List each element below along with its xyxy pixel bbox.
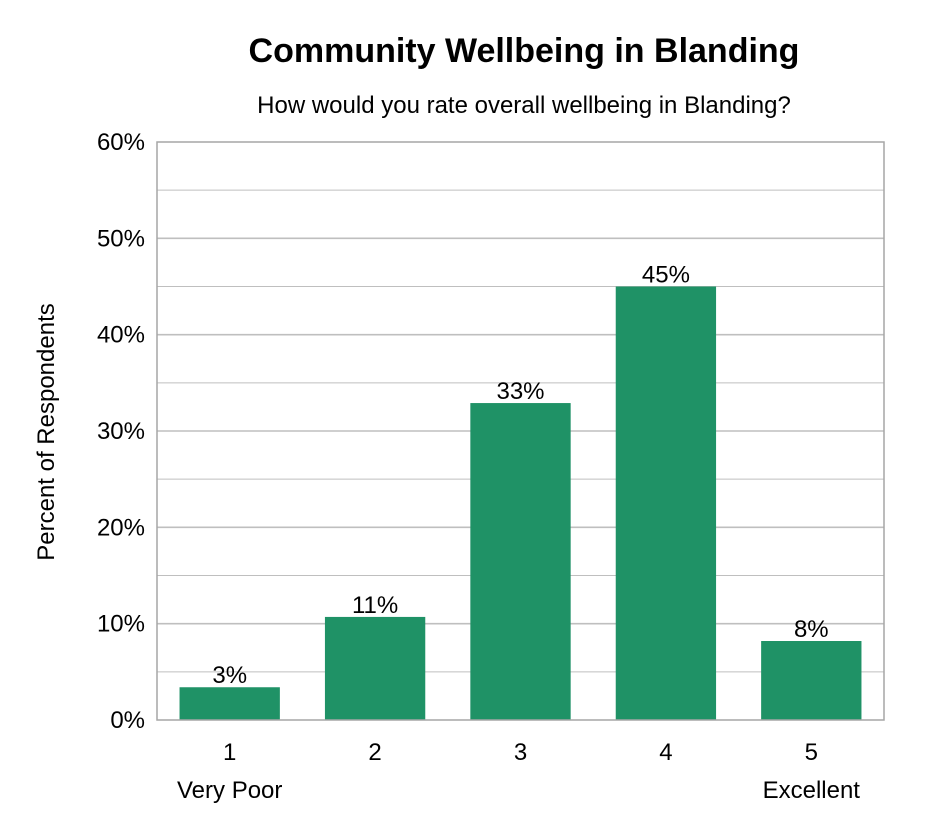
x-tick-label: 5 bbox=[805, 739, 818, 766]
y-tick-label: 60% bbox=[97, 129, 145, 156]
bar bbox=[615, 286, 717, 720]
x-tick-labels: 1 Very Poor 2 3 4 5 Excellent bbox=[177, 739, 860, 804]
y-tick-label: 50% bbox=[97, 225, 145, 252]
data-label: 11% bbox=[352, 592, 398, 619]
data-label: 8% bbox=[794, 616, 829, 643]
plot-frame bbox=[156, 141, 885, 721]
x-tick-label: 2 bbox=[368, 739, 381, 766]
y-tick-label: 20% bbox=[97, 514, 145, 541]
x-tick-sublabel: Very Poor bbox=[177, 777, 282, 804]
bar bbox=[179, 687, 280, 720]
x-tick-label: 4 bbox=[659, 739, 672, 766]
y-tick-labels: 0% 10% 20% 30% 40% 50% 60% bbox=[97, 129, 145, 734]
bar bbox=[761, 641, 862, 720]
data-label: 3% bbox=[212, 662, 247, 689]
y-tick-label: 40% bbox=[97, 322, 145, 349]
y-axis-label: Percent of Respondents bbox=[33, 303, 60, 561]
y-tick-label: 0% bbox=[110, 707, 145, 734]
data-label: 33% bbox=[496, 378, 544, 405]
x-tick-label: 1 bbox=[223, 739, 236, 766]
y-tick-label: 30% bbox=[97, 418, 145, 445]
bar bbox=[470, 403, 571, 720]
bars bbox=[179, 286, 862, 720]
data-labels: 3% 11% 33% 45% 8% bbox=[212, 262, 828, 690]
chart-subtitle: How would you rate overall wellbeing in … bbox=[257, 92, 791, 119]
data-label: 45% bbox=[642, 262, 690, 289]
x-tick-label: 3 bbox=[514, 739, 527, 766]
x-tick-sublabel: Excellent bbox=[763, 777, 861, 804]
chart-title: Community Wellbeing in Blanding bbox=[249, 32, 800, 70]
y-tick-label: 10% bbox=[97, 611, 145, 638]
bar bbox=[324, 616, 426, 720]
